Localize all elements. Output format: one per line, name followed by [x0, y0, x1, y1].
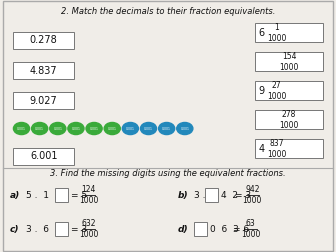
- Circle shape: [159, 122, 175, 135]
- Text: 1000: 1000: [243, 196, 262, 205]
- Text: 0.001: 0.001: [126, 127, 135, 131]
- FancyBboxPatch shape: [13, 148, 74, 165]
- Text: 3 .  6  3: 3 . 6 3: [26, 225, 61, 234]
- Text: 0.001: 0.001: [144, 127, 153, 131]
- Text: d): d): [178, 225, 189, 234]
- Text: a): a): [10, 191, 20, 200]
- Circle shape: [13, 122, 30, 135]
- Text: 5 .  1  2: 5 . 1 2: [26, 191, 60, 200]
- Text: 4.837: 4.837: [30, 66, 57, 76]
- Text: 4  2: 4 2: [221, 191, 238, 200]
- Text: 9.027: 9.027: [30, 96, 57, 106]
- Text: c): c): [10, 225, 19, 234]
- Circle shape: [104, 122, 120, 135]
- Text: 837: 837: [269, 139, 284, 148]
- Circle shape: [177, 122, 193, 135]
- Circle shape: [50, 122, 66, 135]
- FancyBboxPatch shape: [13, 62, 74, 79]
- Text: 0.001: 0.001: [90, 127, 98, 131]
- Text: 2. Match the decimals to their fraction equivalents.: 2. Match the decimals to their fraction …: [61, 7, 275, 16]
- Text: 0.001: 0.001: [180, 127, 189, 131]
- Text: 0.001: 0.001: [72, 127, 80, 131]
- FancyBboxPatch shape: [255, 110, 323, 129]
- FancyBboxPatch shape: [13, 92, 74, 109]
- FancyBboxPatch shape: [205, 188, 218, 202]
- Text: 278: 278: [282, 110, 296, 119]
- Text: 0.001: 0.001: [108, 127, 117, 131]
- Text: b): b): [178, 191, 189, 200]
- Text: = 5: = 5: [71, 191, 87, 200]
- Text: = 6: = 6: [233, 225, 249, 234]
- Circle shape: [86, 122, 102, 135]
- Text: 3 .: 3 .: [194, 191, 206, 200]
- Text: 0.001: 0.001: [17, 127, 26, 131]
- Circle shape: [32, 122, 48, 135]
- Text: 942: 942: [245, 185, 260, 194]
- Text: 0.278: 0.278: [30, 35, 57, 45]
- Text: 1: 1: [274, 23, 279, 32]
- Text: 1000: 1000: [267, 34, 286, 43]
- Text: 0.001: 0.001: [53, 127, 62, 131]
- Text: = 3: = 3: [235, 191, 251, 200]
- Circle shape: [68, 122, 84, 135]
- Text: 1000: 1000: [279, 63, 299, 72]
- Text: 0.001: 0.001: [35, 127, 44, 131]
- Circle shape: [122, 122, 138, 135]
- Text: 632: 632: [81, 219, 96, 228]
- Text: 63: 63: [246, 219, 256, 228]
- Text: 27: 27: [272, 81, 281, 90]
- FancyBboxPatch shape: [255, 23, 323, 42]
- Text: = 3: = 3: [71, 225, 87, 234]
- Text: 1000: 1000: [279, 121, 299, 130]
- Text: 0.001: 0.001: [162, 127, 171, 131]
- FancyBboxPatch shape: [255, 52, 323, 71]
- Text: 6.001: 6.001: [30, 151, 57, 161]
- Text: 124: 124: [82, 185, 96, 194]
- FancyBboxPatch shape: [55, 223, 68, 236]
- Text: 1000: 1000: [79, 230, 98, 239]
- Text: 4: 4: [258, 144, 264, 154]
- Text: 154: 154: [282, 52, 296, 61]
- Text: 9: 9: [258, 86, 264, 96]
- FancyBboxPatch shape: [13, 32, 74, 49]
- Text: 0  6  3: 0 6 3: [210, 225, 239, 234]
- Text: 3. Find the missing digits using the equivalent fractions.: 3. Find the missing digits using the equ…: [50, 169, 286, 178]
- Circle shape: [140, 122, 157, 135]
- FancyBboxPatch shape: [194, 223, 207, 236]
- Text: 1000: 1000: [241, 230, 260, 239]
- FancyBboxPatch shape: [255, 139, 323, 158]
- FancyBboxPatch shape: [3, 1, 333, 251]
- FancyBboxPatch shape: [255, 81, 323, 100]
- Text: 1000: 1000: [79, 196, 98, 205]
- Text: 1000: 1000: [267, 150, 286, 159]
- Text: 6: 6: [258, 28, 264, 38]
- FancyBboxPatch shape: [55, 188, 68, 202]
- Text: 1000: 1000: [267, 92, 286, 101]
